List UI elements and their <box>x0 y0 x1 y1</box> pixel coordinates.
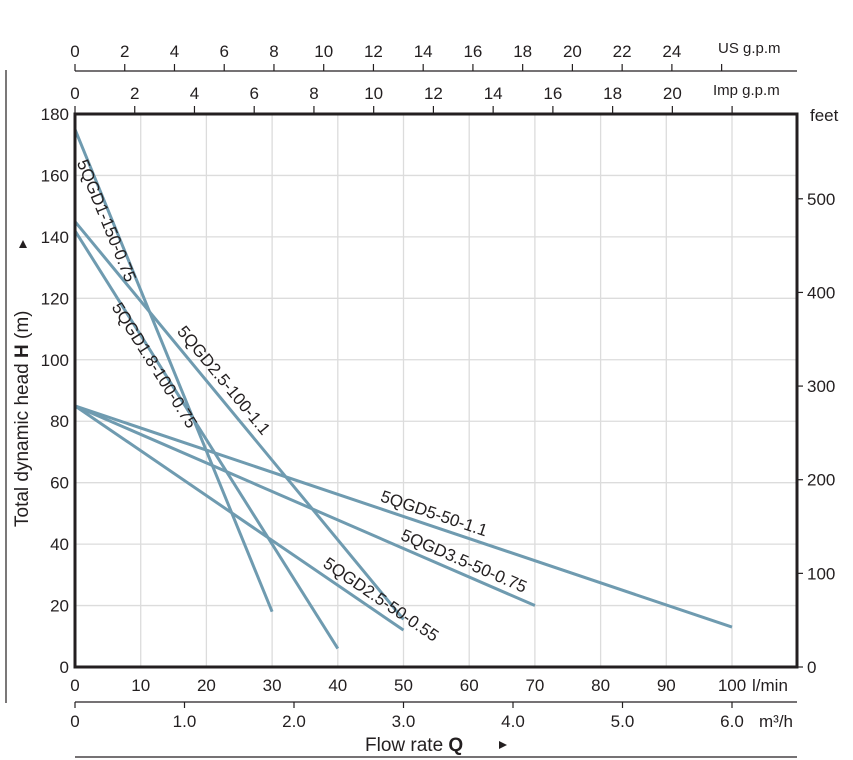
lmin-unit: l/min <box>752 676 788 695</box>
y-axis-arrow-icon <box>19 240 27 248</box>
m3h-tick-label: 2.0 <box>282 712 306 731</box>
series-lines <box>73 128 733 650</box>
us-gpm-tick-label: 0 <box>70 42 79 61</box>
y-tick-label: 120 <box>41 289 69 308</box>
feet-tick-label: 0 <box>807 658 816 677</box>
imp-gpm-unit: Imp g.p.m <box>713 82 780 99</box>
m3h-tick-label: 5.0 <box>611 712 635 731</box>
x-axis-title: Flow rate Q <box>365 735 463 756</box>
imp-gpm-tick-label: 10 <box>364 84 383 103</box>
axes: 0204060801001201401601800100200300400500… <box>41 42 836 731</box>
us-gpm-tick-label: 6 <box>219 42 228 61</box>
m3h-unit: m³/h <box>759 712 793 731</box>
imp-gpm-tick-label: 2 <box>130 84 139 103</box>
y-tick-label: 40 <box>50 535 69 554</box>
us-gpm-tick-label: 20 <box>563 42 582 61</box>
us-gpm-tick-label: 14 <box>414 42 433 61</box>
imp-gpm-tick-label: 0 <box>70 84 79 103</box>
x-tick-label: 30 <box>263 676 282 695</box>
x-tick-label: 50 <box>394 676 413 695</box>
imp-gpm-tick-label: 14 <box>484 84 503 103</box>
series-line <box>73 220 405 621</box>
us-gpm-tick-label: 12 <box>364 42 383 61</box>
y-tick-label: 80 <box>50 412 69 431</box>
x-tick-label: 70 <box>525 676 544 695</box>
us-gpm-tick-label: 16 <box>463 42 482 61</box>
y-tick-label: 160 <box>41 166 69 185</box>
imp-gpm-tick-label: 20 <box>663 84 682 103</box>
x-tick-label: 0 <box>70 676 79 695</box>
us-gpm-tick-label: 18 <box>513 42 532 61</box>
x-tick-label: 60 <box>460 676 479 695</box>
series-line <box>74 404 733 629</box>
series-line <box>74 404 536 607</box>
x-tick-label: 10 <box>131 676 150 695</box>
imp-gpm-tick-label: 4 <box>190 84 199 103</box>
imp-gpm-tick-label: 16 <box>543 84 562 103</box>
us-gpm-tick-label: 8 <box>269 42 278 61</box>
m3h-tick-label: 6.0 <box>720 712 744 731</box>
grid <box>75 114 799 667</box>
us-gpm-tick-label: 4 <box>170 42 179 61</box>
m3h-tick-label: 3.0 <box>392 712 416 731</box>
y-tick-label: 180 <box>41 105 69 124</box>
feet-tick-label: 500 <box>807 190 835 209</box>
y-axis-title: Total dynamic head H (m) <box>12 311 33 528</box>
us-gpm-tick-label: 22 <box>613 42 632 61</box>
us-gpm-tick-label: 24 <box>662 42 681 61</box>
m3h-tick-label: 0 <box>70 712 79 731</box>
x-tick-label: 80 <box>591 676 610 695</box>
x-tick-label: 90 <box>657 676 676 695</box>
series-line <box>73 128 274 613</box>
y-tick-label: 60 <box>50 474 69 493</box>
feet-tick-label: 100 <box>807 564 835 583</box>
plot-frame <box>73 112 799 669</box>
y-tick-label: 20 <box>50 597 69 616</box>
imp-gpm-tick-label: 6 <box>249 84 258 103</box>
us-gpm-tick-label: 10 <box>314 42 333 61</box>
x-tick-label: 100 <box>718 676 746 695</box>
imp-gpm-tick-label: 8 <box>309 84 318 103</box>
feet-tick-label: 400 <box>807 283 835 302</box>
series-line <box>73 229 340 650</box>
x-axis-arrow-icon <box>499 741 507 749</box>
us-gpm-unit: US g.p.m <box>718 40 781 57</box>
imp-gpm-tick-label: 18 <box>603 84 622 103</box>
y-tick-label: 0 <box>60 658 69 677</box>
x-tick-label: 40 <box>328 676 347 695</box>
y-tick-label: 140 <box>41 228 69 247</box>
m3h-tick-label: 1.0 <box>173 712 197 731</box>
us-gpm-tick-label: 2 <box>120 42 129 61</box>
feet-unit: feet <box>810 106 839 125</box>
imp-gpm-tick-label: 12 <box>424 84 443 103</box>
y-tick-label: 100 <box>41 351 69 370</box>
feet-tick-label: 200 <box>807 471 835 490</box>
feet-tick-label: 300 <box>807 377 835 396</box>
series-line <box>74 404 405 632</box>
x-tick-label: 20 <box>197 676 216 695</box>
m3h-tick-label: 4.0 <box>501 712 525 731</box>
